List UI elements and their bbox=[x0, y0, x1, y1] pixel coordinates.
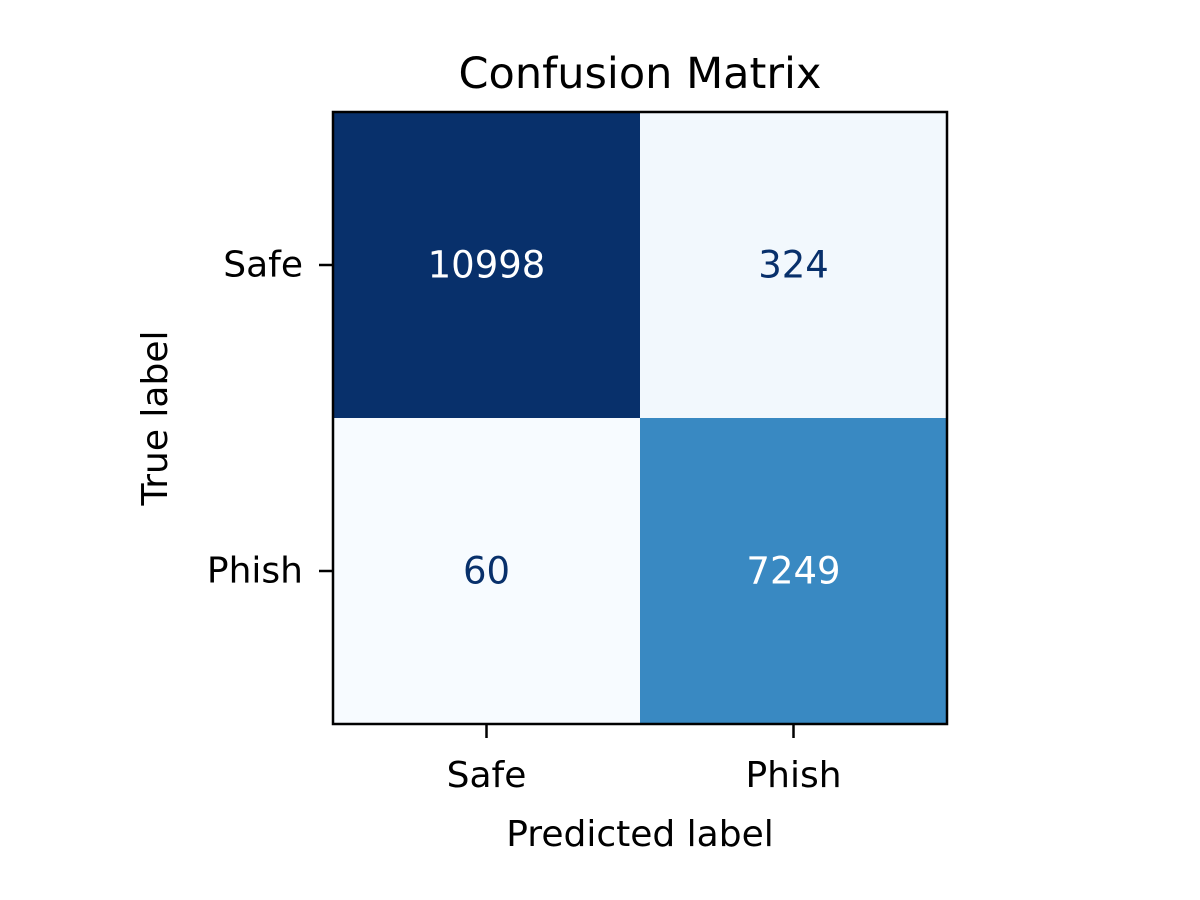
y-tick-label: Phish bbox=[207, 551, 303, 592]
cell-value-label: 7249 bbox=[746, 550, 840, 593]
heatmap-cell bbox=[640, 112, 948, 419]
x-tick-label: Safe bbox=[447, 755, 527, 796]
heatmap-cell bbox=[333, 418, 641, 725]
y-tick-label: Safe bbox=[223, 245, 303, 286]
heatmap-cell bbox=[333, 112, 641, 419]
x-axis-ticks: Safe Phish bbox=[447, 724, 842, 796]
x-axis-label: Predicted label bbox=[506, 814, 774, 855]
x-tick-label: Phish bbox=[745, 755, 841, 796]
plot-frame bbox=[331, 110, 949, 726]
heatmap-cells bbox=[333, 112, 948, 725]
cell-value-label: 60 bbox=[463, 550, 510, 593]
cell-value-label: 10998 bbox=[428, 244, 546, 287]
cell-value-label: 324 bbox=[758, 244, 829, 287]
y-axis-label: True label bbox=[135, 331, 176, 507]
chart-title: Confusion Matrix bbox=[459, 49, 822, 99]
heatmap-cell-values: 10998 324 60 7249 bbox=[428, 244, 841, 593]
y-axis-ticks: Safe Phish bbox=[207, 245, 333, 592]
heatmap-cell bbox=[640, 418, 948, 725]
